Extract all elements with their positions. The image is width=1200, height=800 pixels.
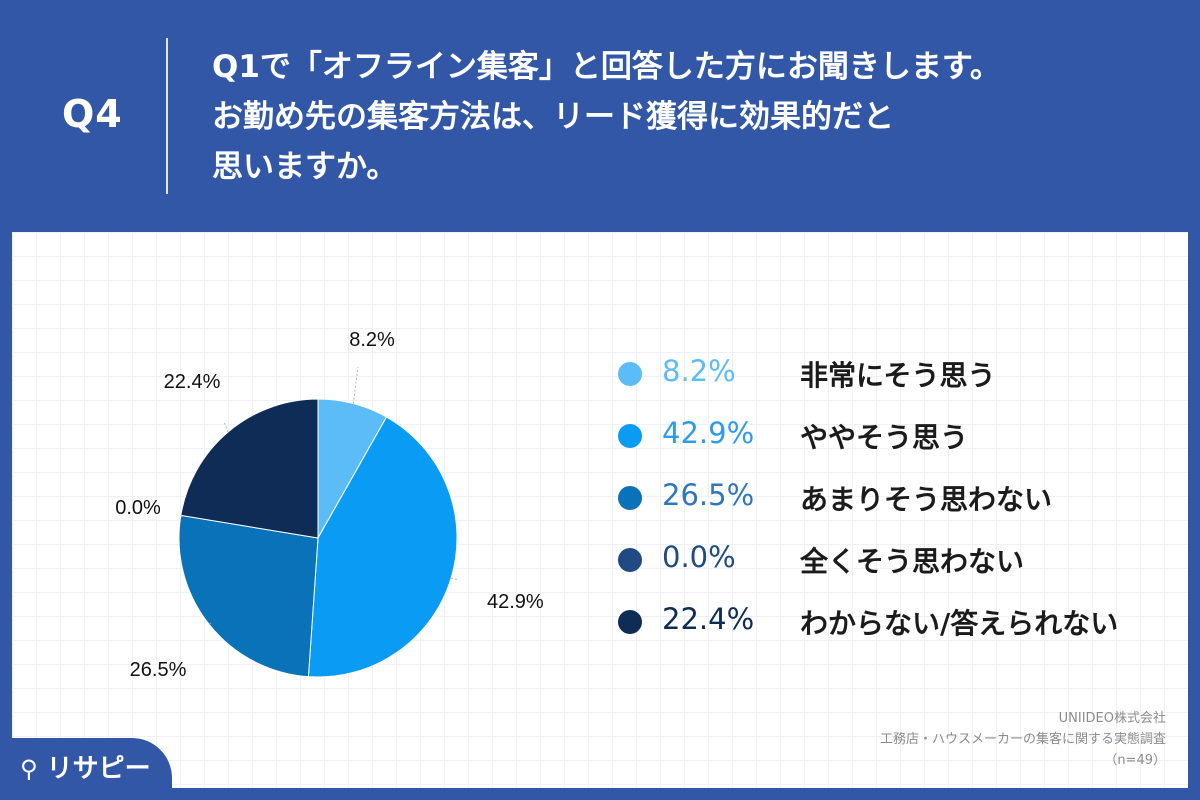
- header-divider: [166, 38, 168, 194]
- pie-slice: [307, 416, 458, 678]
- legend-item: 22.4% わからない/答えられない: [618, 600, 1158, 662]
- legend-value: 8.2%: [662, 354, 736, 388]
- legend-item: 8.2% 非常にそう思う: [618, 352, 1158, 414]
- logo-tab: [0, 738, 172, 800]
- credit-company: UNIIDEO株式会社: [1058, 711, 1166, 726]
- legend-swatch: [618, 610, 642, 634]
- leader-line: [180, 515, 183, 518]
- pie-chart: 8.2% 42.9% 26.5% 0.0% 22.4%: [115, 329, 544, 681]
- legend-value: 0.0%: [662, 540, 736, 574]
- pie-slice: [180, 398, 319, 539]
- question-number: Q4: [62, 92, 123, 136]
- leader-line: [223, 421, 229, 433]
- legend-item: 26.5% あまりそう思わない: [618, 476, 1158, 538]
- slice-label: 0.0%: [115, 497, 161, 519]
- legend-value: 42.9%: [662, 416, 755, 450]
- legend-value: 22.4%: [662, 602, 755, 636]
- pie-slice: [178, 514, 319, 678]
- slice-label: 42.9%: [487, 591, 544, 613]
- credit-survey: 工務店・ハウスメーカーの集客に関する実態調査: [879, 732, 1166, 747]
- source-credit: UNIIDEO株式会社 工務店・ハウスメーカーの集客に関する実態調査 （n=49…: [880, 708, 1166, 771]
- legend-item: 0.0% 全くそう思わない: [618, 538, 1158, 600]
- chart-legend: 8.2% 非常にそう思う 42.9% ややそう思う 26.5% あまりそう思わな…: [618, 352, 1158, 662]
- slice-label: 26.5%: [130, 659, 187, 681]
- legend-value: 26.5%: [662, 478, 755, 512]
- legend-label: 非常にそう思う: [800, 359, 996, 392]
- slice-label: 8.2%: [349, 329, 395, 351]
- header: Q4 Q1で「オフライン集客」と回答した方にお聞きします。 お勤め先の集客方法は…: [0, 0, 1200, 230]
- chart-panel: 8.2% 42.9% 26.5% 0.0% 22.4% 8.2% 非常にそう思う 42.…: [12, 232, 1188, 788]
- question-line: お勤め先の集客方法は、リード獲得に効果的だと: [212, 99, 894, 135]
- credit-sample: （n=49）: [1104, 753, 1166, 768]
- legend-swatch: [618, 424, 642, 448]
- question-line: 思いますか。: [212, 149, 398, 185]
- legend-label: ややそう思う: [800, 421, 969, 454]
- legend-label: あまりそう思わない: [800, 483, 1053, 516]
- location-pin-icon: ⚲: [20, 755, 38, 783]
- question-line: Q1で「オフライン集客」と回答した方にお聞きします。: [212, 49, 1001, 85]
- leader-line: [208, 621, 213, 625]
- slice-label: 22.4%: [164, 371, 221, 393]
- legend-label: 全くそう思わない: [800, 545, 1025, 578]
- legend-swatch: [618, 486, 642, 510]
- legend-item: 42.9% ややそう思う: [618, 414, 1158, 476]
- leader-line: [352, 366, 359, 404]
- legend-swatch: [618, 548, 642, 572]
- question-text: Q1で「オフライン集客」と回答した方にお聞きします。 お勤め先の集客方法は、リー…: [212, 42, 1172, 192]
- legend-swatch: [618, 362, 642, 386]
- legend-label: わからない/答えられない: [800, 607, 1119, 640]
- brand-logo: ⚲ リサピー: [20, 748, 151, 785]
- leader-line: [450, 577, 459, 581]
- logo-text: リサピー: [46, 754, 151, 784]
